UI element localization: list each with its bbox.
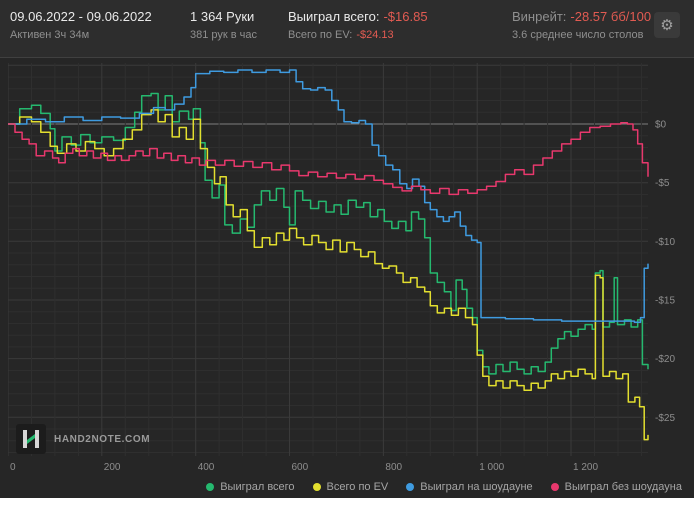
legend-item-0[interactable]: Выиграл всего bbox=[206, 481, 295, 493]
legend-item-3[interactable]: Выиграл без шоудауна bbox=[550, 481, 682, 493]
hand2note-session-window: 09.06.2022 - 09.06.2022 Активен 3ч 34м 1… bbox=[0, 0, 694, 498]
y-tick-label: -$20 bbox=[655, 354, 675, 365]
won-total-label: Выиграл всего: bbox=[288, 9, 380, 24]
legend-dot-icon bbox=[206, 483, 215, 491]
legend-label: Выиграл всего bbox=[220, 481, 295, 493]
winnings-block: Выиграл всего: -$16.85 Всего по EV: -$24.1… bbox=[288, 9, 428, 41]
legend-item-2[interactable]: Выиграл на шоудауне bbox=[406, 481, 533, 493]
x-tick-label: 800 bbox=[385, 462, 402, 473]
hands-count: 1 364 Руки bbox=[190, 9, 255, 24]
x-tick-label: 600 bbox=[292, 462, 309, 473]
logo-text: HAND2NOTE.COM bbox=[54, 433, 151, 445]
legend-dot-icon bbox=[406, 483, 415, 491]
series-line-2 bbox=[8, 69, 649, 324]
x-tick-label: 1 200 bbox=[573, 462, 598, 473]
settings-button[interactable]: ⚙ bbox=[654, 12, 680, 38]
won-total-value: -$16.85 bbox=[383, 9, 428, 24]
active-time: Активен 3ч 34м bbox=[10, 29, 90, 41]
y-tick-label: -$15 bbox=[655, 296, 675, 307]
date-range: 09.06.2022 - 09.06.2022 bbox=[10, 9, 152, 24]
chart-legend: Выиграл всего Всего по EV Выиграл на шоуда… bbox=[206, 481, 682, 493]
series-line-0 bbox=[8, 92, 649, 375]
hand2note-logo: HAND2NOTE.COM bbox=[16, 424, 150, 454]
winnings-graph: 0 200 400 600 800 1 000 1 200 $0 -$5 -$10 -$15 -$20… bbox=[8, 63, 675, 473]
winrate-label: Винрейт: bbox=[512, 9, 567, 24]
hand2note-logo-icon bbox=[16, 424, 46, 454]
avg-tables: 3.6 среднее число столов bbox=[512, 29, 644, 41]
winrate-block: Винрейт: -28.57 бб/100 3.6 среднее число … bbox=[512, 9, 651, 41]
legend-label: Всего по EV bbox=[326, 481, 389, 493]
y-tick-label: -$25 bbox=[655, 413, 675, 424]
gear-icon: ⚙ bbox=[660, 17, 674, 34]
x-tick-label: 200 bbox=[104, 462, 121, 473]
y-tick-label: -$10 bbox=[655, 237, 675, 248]
series-line-3 bbox=[8, 122, 649, 196]
hands-per-hour: 381 рук в час bbox=[190, 29, 258, 41]
date-block: 09.06.2022 - 09.06.2022 Активен 3ч 34м bbox=[10, 9, 152, 41]
y-tick-label: $0 bbox=[655, 120, 667, 131]
ev-total-value: -$24.13 bbox=[356, 29, 394, 41]
legend-dot-icon bbox=[550, 483, 559, 491]
series-line-1 bbox=[8, 109, 649, 441]
x-tick-label: 0 bbox=[10, 462, 16, 473]
hands-block: 1 364 Руки 381 рук в час bbox=[190, 9, 257, 41]
legend-label: Выиграл без шоудауна bbox=[564, 481, 682, 493]
session-header: 09.06.2022 - 09.06.2022 Активен 3ч 34м 1… bbox=[0, 0, 694, 57]
x-tick-label: 400 bbox=[198, 462, 215, 473]
y-tick-label: -$5 bbox=[655, 178, 670, 189]
winrate-value: -28.57 бб/100 bbox=[570, 9, 652, 24]
legend-item-1[interactable]: Всего по EV bbox=[312, 481, 389, 493]
legend-label: Выиграл на шоудауне bbox=[420, 481, 533, 493]
ev-total-label: Всего по EV: bbox=[288, 29, 353, 41]
chart-area: 0 200 400 600 800 1 000 1 200 $0 -$5 -$10 -$15 -$20… bbox=[0, 57, 694, 498]
legend-dot-icon bbox=[312, 483, 321, 491]
x-tick-label: 1 000 bbox=[479, 462, 504, 473]
